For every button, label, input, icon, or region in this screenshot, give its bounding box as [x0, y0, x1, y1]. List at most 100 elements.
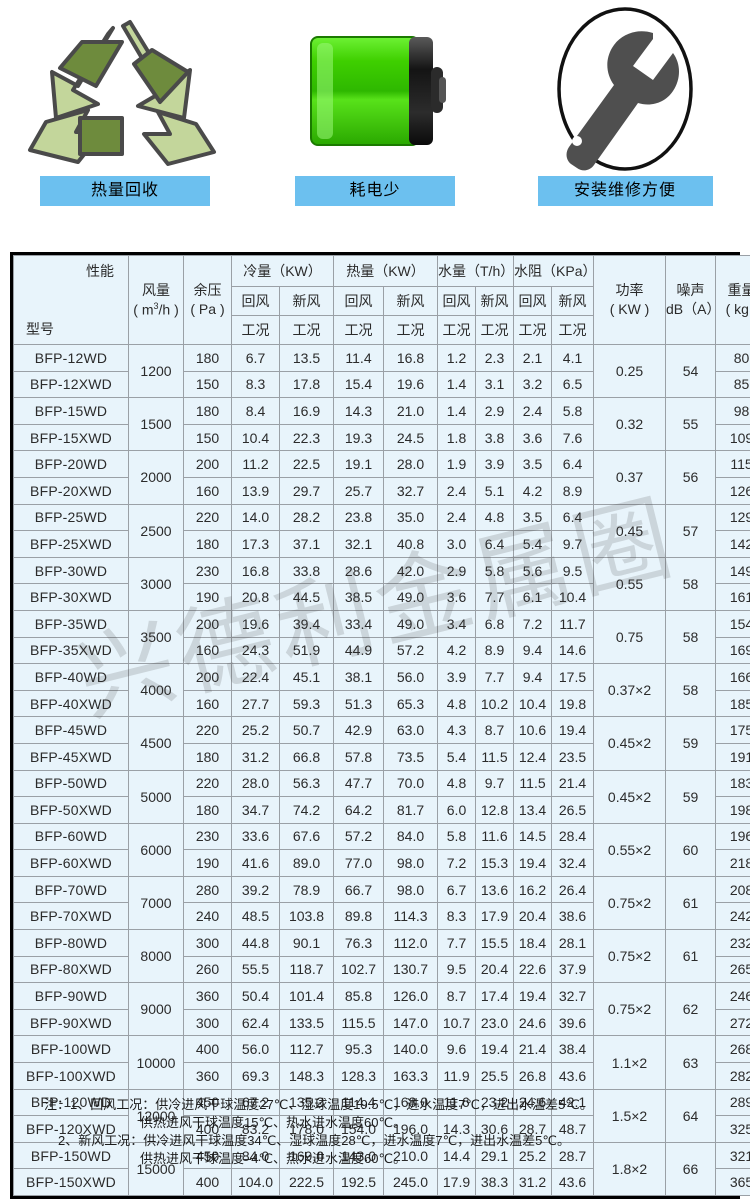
cell-weight: 196 — [716, 823, 750, 850]
cell-waterflow-fresh-air: 12.8 — [476, 797, 514, 824]
cell-cooling-return-air: 25.2 — [232, 717, 280, 744]
cell-waterflow-fresh-air: 7.7 — [476, 664, 514, 691]
cell-heating-return-air: 51.3 — [334, 690, 384, 717]
cell-model: BFP-100WD — [14, 1036, 129, 1063]
cell-waterflow-fresh-air: 15.3 — [476, 850, 514, 877]
cell-residual-pressure: 190 — [184, 584, 232, 611]
cell-heating-return-air: 77.0 — [334, 850, 384, 877]
cell-waterres-return-air: 14.5 — [514, 823, 552, 850]
cell-heating-fresh-air: 84.0 — [384, 823, 438, 850]
cell-waterflow-fresh-air: 20.4 — [476, 956, 514, 983]
cell-waterflow-return-air: 8.7 — [438, 983, 476, 1010]
cell-heating-return-air: 115.5 — [334, 1009, 384, 1036]
cell-waterres-return-air: 21.4 — [514, 1036, 552, 1063]
cell-waterres-return-air: 7.2 — [514, 610, 552, 637]
cell-cooling-return-air: 31.2 — [232, 743, 280, 770]
cell-waterres-return-air: 24.6 — [514, 1009, 552, 1036]
cell-waterres-fresh-air: 23.5 — [552, 743, 594, 770]
cell-noise: 61 — [666, 876, 716, 929]
cell-waterres-fresh-air: 19.4 — [552, 717, 594, 744]
cell-waterflow-return-air: 17.9 — [438, 1169, 476, 1196]
cell-waterflow-return-air: 9.5 — [438, 956, 476, 983]
header-heating-return-air-2: 工况 — [334, 316, 384, 345]
cell-waterflow-return-air: 1.8 — [438, 424, 476, 451]
cell-waterres-return-air: 12.4 — [514, 743, 552, 770]
cell-weight: 166 — [716, 664, 750, 691]
cell-heating-return-air: 85.8 — [334, 983, 384, 1010]
cell-heating-return-air: 66.7 — [334, 876, 384, 903]
cell-waterflow-return-air: 3.6 — [438, 584, 476, 611]
cell-waterres-fresh-air: 7.6 — [552, 424, 594, 451]
cell-cooling-return-air: 34.7 — [232, 797, 280, 824]
cell-power: 0.45×2 — [594, 717, 666, 770]
cell-power: 0.32 — [594, 398, 666, 451]
cell-cooling-fresh-air: 66.8 — [280, 743, 334, 770]
cell-cooling-fresh-air: 50.7 — [280, 717, 334, 744]
cell-weight: 98 — [716, 398, 750, 425]
cell-power: 1.1×2 — [594, 1036, 666, 1089]
cell-heating-return-air: 192.5 — [334, 1169, 384, 1196]
cell-waterflow-return-air: 11.9 — [438, 1063, 476, 1090]
cell-cooling-fresh-air: 74.2 — [280, 797, 334, 824]
cell-residual-pressure: 150 — [184, 424, 232, 451]
header-heating-fresh-air-2: 工况 — [384, 316, 438, 345]
cell-waterflow-fresh-air: 2.9 — [476, 398, 514, 425]
cell-cooling-return-air: 41.6 — [232, 850, 280, 877]
note-line-2: 供热进风干球温度15℃、热水进水温度60℃。 — [44, 1114, 734, 1132]
cell-weight: 161 — [716, 584, 750, 611]
cell-cooling-fresh-air: 101.4 — [280, 983, 334, 1010]
cell-waterflow-fresh-air: 11.6 — [476, 823, 514, 850]
cell-waterres-return-air: 22.6 — [514, 956, 552, 983]
cell-waterflow-fresh-air: 15.5 — [476, 930, 514, 957]
cell-cooling-return-air: 16.8 — [232, 557, 280, 584]
cell-heating-fresh-air: 63.0 — [384, 717, 438, 744]
cell-waterflow-return-air: 1.2 — [438, 345, 476, 372]
cell-waterres-return-air: 4.2 — [514, 477, 552, 504]
cell-model: BFP-25WD — [14, 504, 129, 531]
cell-heating-fresh-air: 130.7 — [384, 956, 438, 983]
cell-waterflow-return-air: 6.0 — [438, 797, 476, 824]
cell-waterflow-return-air: 4.8 — [438, 770, 476, 797]
cell-waterflow-fresh-air: 5.1 — [476, 477, 514, 504]
cell-heating-fresh-air: 19.6 — [384, 371, 438, 398]
cell-waterres-return-air: 11.5 — [514, 770, 552, 797]
cell-model: BFP-70XWD — [14, 903, 129, 930]
cell-waterres-return-air: 19.4 — [514, 850, 552, 877]
cell-heating-return-air: 95.3 — [334, 1036, 384, 1063]
cell-residual-pressure: 180 — [184, 797, 232, 824]
header-water-resistance: 水阻（KPa） — [514, 256, 594, 287]
cell-noise: 61 — [666, 930, 716, 983]
cell-weight: 208 — [716, 876, 750, 903]
cell-waterflow-fresh-air: 11.5 — [476, 743, 514, 770]
cell-cooling-fresh-air: 112.7 — [280, 1036, 334, 1063]
cell-heating-return-air: 128.3 — [334, 1063, 384, 1090]
cell-cooling-return-air: 56.0 — [232, 1036, 280, 1063]
cell-waterres-return-air: 3.5 — [514, 504, 552, 531]
cell-residual-pressure: 400 — [184, 1169, 232, 1196]
cell-residual-pressure: 360 — [184, 1063, 232, 1090]
cell-waterflow-fresh-air: 19.4 — [476, 1036, 514, 1063]
cell-noise: 60 — [666, 823, 716, 876]
cell-waterflow-fresh-air: 6.4 — [476, 531, 514, 558]
cell-airflow: 4000 — [129, 664, 184, 717]
cell-heating-return-air: 23.8 — [334, 504, 384, 531]
cell-heating-return-air: 64.2 — [334, 797, 384, 824]
cell-heating-fresh-air: 126.0 — [384, 983, 438, 1010]
cell-waterflow-fresh-air: 9.7 — [476, 770, 514, 797]
corner-model-label: 型号 — [26, 319, 54, 339]
header-waterres-return-air-1: 回风 — [514, 287, 552, 316]
cell-waterflow-return-air: 8.3 — [438, 903, 476, 930]
cell-airflow: 1500 — [129, 398, 184, 451]
table-header: 性能 型号 风量 ( m3/h ) 余压 ( Pa ) 冷量（KW） 热量 — [14, 256, 750, 345]
header-waterflow-fresh-air-2: 工况 — [476, 316, 514, 345]
cell-waterflow-fresh-air: 8.7 — [476, 717, 514, 744]
header-cooling-return-air-1: 回风 — [232, 287, 280, 316]
cell-model: BFP-50WD — [14, 770, 129, 797]
header-waterres-return-air-2: 工况 — [514, 316, 552, 345]
cell-weight: 169 — [716, 637, 750, 664]
wrench-icon — [536, 4, 714, 176]
cell-waterflow-fresh-air: 38.3 — [476, 1169, 514, 1196]
cell-heating-fresh-air: 163.3 — [384, 1063, 438, 1090]
